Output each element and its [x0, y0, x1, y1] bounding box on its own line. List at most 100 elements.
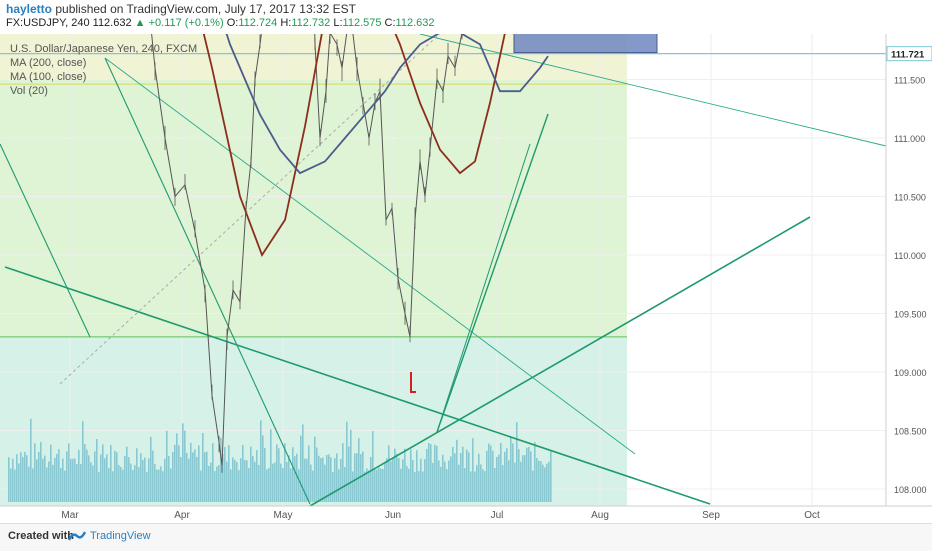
- volume-bar: [300, 435, 302, 502]
- volume-bar: [404, 448, 406, 502]
- publisher-name[interactable]: hayletto: [6, 2, 53, 16]
- volume-bar: [32, 468, 34, 502]
- volume-bar: [174, 444, 176, 502]
- volume-bar: [176, 433, 178, 502]
- time-tick-3: Jun: [385, 510, 401, 521]
- volume-bar: [30, 418, 32, 502]
- time-tick-4: Jul: [491, 510, 504, 521]
- volume-bar: [288, 455, 290, 502]
- zone-green: [0, 79, 627, 337]
- volume-bar: [224, 447, 226, 502]
- volume-bar: [54, 457, 56, 502]
- volume-bar: [502, 465, 504, 502]
- volume-bar: [464, 467, 466, 502]
- price-chart[interactable]: 108.000 108.500 109.000 109.500 110.000 110.5…: [0, 34, 932, 524]
- legend-volume[interactable]: Vol (20): [10, 85, 48, 97]
- volume-bar: [550, 451, 552, 502]
- volume-bar: [182, 423, 184, 502]
- volume-bar: [172, 452, 174, 502]
- volume-bar: [58, 449, 60, 502]
- volume-bar: [548, 461, 550, 502]
- volume-bar: [92, 465, 94, 502]
- volume-bar: [452, 446, 454, 502]
- volume-bar: [346, 421, 348, 502]
- volume-bar: [492, 450, 494, 502]
- volume-bar: [164, 458, 166, 502]
- volume-bar: [292, 447, 294, 502]
- price-tick-2: 109.000: [894, 368, 927, 378]
- volume-bar: [390, 461, 392, 502]
- volume-bar: [136, 448, 138, 502]
- price-tag-box-7: [886, 46, 932, 62]
- volume-bar: [364, 471, 366, 502]
- volume-bar: [60, 467, 62, 502]
- volume-bar: [348, 446, 350, 502]
- chart-legend: U.S. Dollar/Japanese Yen, 240, FXCM MA (…: [10, 43, 197, 97]
- volume-bar: [314, 436, 316, 502]
- symbol-name[interactable]: FX:USDJPY: [6, 17, 66, 29]
- volume-bar: [24, 451, 26, 502]
- volume-bar: [22, 457, 24, 502]
- volume-bar: [406, 465, 408, 502]
- time-tick-1: Apr: [174, 510, 190, 521]
- volume-bar: [160, 466, 162, 502]
- volume-bar: [494, 468, 496, 502]
- volume-bar: [308, 445, 310, 502]
- volume-bar: [114, 450, 116, 502]
- volume-bar: [86, 449, 88, 502]
- volume-bar: [310, 464, 312, 502]
- volume-bar: [420, 458, 422, 502]
- high-label: H:: [280, 17, 292, 29]
- volume-bar: [386, 458, 388, 502]
- volume-bar: [16, 454, 18, 502]
- volume-bar: [428, 443, 430, 502]
- time-tick-labels: Mar Apr May Jun Jul Aug Sep Oct: [61, 510, 820, 521]
- volume-bar: [236, 462, 238, 502]
- volume-bar: [202, 432, 204, 502]
- volume-bar: [486, 450, 488, 502]
- volume-bar: [108, 468, 110, 502]
- volume-bar: [368, 470, 370, 502]
- volume-bar: [398, 458, 400, 502]
- volume-bar: [334, 458, 336, 502]
- volume-bars: [8, 418, 552, 502]
- volume-bar: [520, 461, 522, 502]
- volume-bar: [166, 430, 168, 502]
- grid-lines: [0, 34, 886, 506]
- volume-bar: [400, 468, 402, 502]
- volume-bar: [388, 445, 390, 502]
- volume-bar: [118, 465, 120, 502]
- volume-bar: [446, 469, 448, 502]
- volume-bar: [200, 470, 202, 502]
- volume-bar: [374, 469, 376, 502]
- volume-bar: [110, 445, 112, 502]
- volume-bar: [20, 452, 22, 502]
- volume-bar: [444, 461, 446, 502]
- volume-bar: [516, 422, 518, 502]
- time-tick-6: Sep: [702, 510, 720, 521]
- volume-bar: [192, 452, 194, 502]
- trend-line-6: [436, 113, 549, 433]
- tradingview-logo-icon: [68, 531, 86, 541]
- volume-bar: [542, 464, 544, 502]
- boxes: [513, 34, 658, 54]
- price-change: +0.117 (+0.1%): [148, 17, 224, 29]
- volume-bar: [416, 450, 418, 502]
- volume-bar: [102, 444, 104, 502]
- volume-bar: [474, 471, 476, 502]
- volume-bar: [78, 449, 80, 502]
- volume-bar: [472, 438, 474, 502]
- volume-bar: [206, 451, 208, 502]
- low-label: L:: [333, 17, 343, 29]
- tradingview-brand[interactable]: TradingView: [90, 530, 151, 542]
- volume-bar: [36, 459, 38, 502]
- legend-ma100[interactable]: MA (100, close): [10, 71, 86, 83]
- volume-bar: [496, 456, 498, 502]
- volume-bar: [478, 453, 480, 502]
- volume-bar: [94, 451, 96, 502]
- volume-bar: [64, 470, 66, 502]
- legend-ma200[interactable]: MA (200, close): [10, 57, 86, 69]
- volume-bar: [360, 454, 362, 502]
- volume-bar: [62, 458, 64, 502]
- volume-bar: [468, 452, 470, 502]
